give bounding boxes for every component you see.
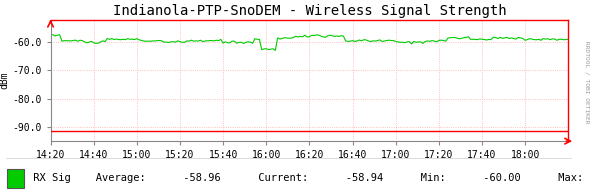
Text: RX Sig    Average:      -58.96      Current:      -58.94      Min:      -60.00  : RX Sig Average: -58.96 Current: -58.94 M… xyxy=(27,173,595,183)
Y-axis label: dBm: dBm xyxy=(0,72,10,89)
Title: Indianola-PTP-SnoDEM - Wireless Signal Strength: Indianola-PTP-SnoDEM - Wireless Signal S… xyxy=(112,5,506,18)
Text: RRDTOOL / TOBI OETIKER: RRDTOOL / TOBI OETIKER xyxy=(584,41,589,123)
